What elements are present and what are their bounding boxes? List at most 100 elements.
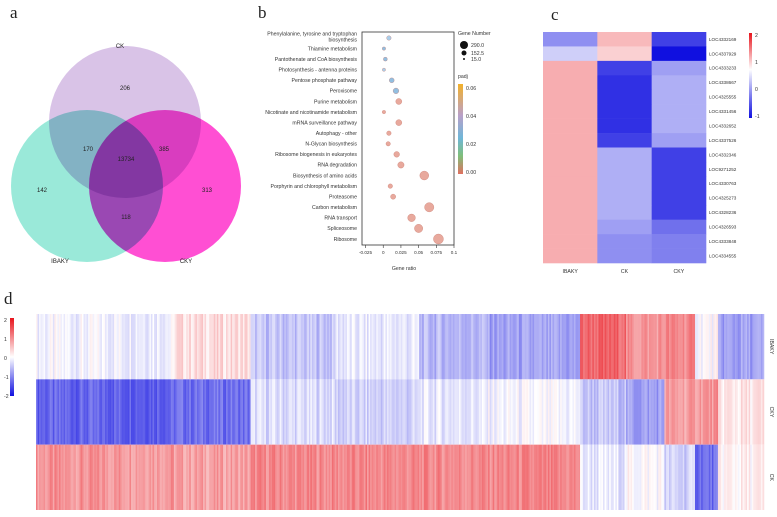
dot-plot-category-label: N-Glycan biosynthesis xyxy=(305,142,357,148)
sample-heatmap-cell xyxy=(428,379,431,445)
sample-heatmap-cell xyxy=(512,379,515,445)
sample-heatmap-cell xyxy=(466,314,469,380)
sample-heatmap-cell xyxy=(659,314,662,380)
sample-heatmap-cell xyxy=(451,379,454,445)
sample-heatmap-cell xyxy=(186,444,188,510)
sample-heatmap-cell xyxy=(382,314,385,380)
sample-heatmap-cell xyxy=(40,379,43,445)
sample-heatmap-cell xyxy=(682,379,685,445)
sample-heatmap-cell xyxy=(160,444,162,510)
sample-heatmap-cell xyxy=(48,379,51,445)
sample-heatmap-cell xyxy=(201,444,204,510)
sample-heatmap-cell xyxy=(754,444,757,510)
sample-heatmap-cell xyxy=(751,314,754,380)
sample-heatmap-cell xyxy=(537,379,539,445)
sample-heatmap-cell xyxy=(483,444,486,510)
sample-heatmap-cell xyxy=(708,314,711,380)
sample-heatmap-cell xyxy=(624,444,627,510)
sample-heatmap-cell xyxy=(357,444,360,510)
sample-heatmap-cell xyxy=(232,314,234,380)
sample-heatmap-cell xyxy=(491,444,493,510)
dot-plot-category-labels: Phenylalanine, tyrosine and tryptophanbi… xyxy=(265,32,357,243)
gene-heatmap-row-label: LOC4331456 xyxy=(709,109,737,114)
sample-heatmap-cell xyxy=(601,314,604,380)
sample-heatmap-cell xyxy=(163,314,165,380)
sample-heatmap-cell xyxy=(172,314,175,380)
sample-heatmap-cell xyxy=(655,314,657,380)
sample-heatmap-cell xyxy=(150,379,153,445)
sample-heatmap-cell xyxy=(481,379,484,445)
sample-heatmap-cell xyxy=(65,314,67,380)
sample-heatmap-cell xyxy=(701,314,703,380)
sample-heatmap-cell xyxy=(577,314,579,380)
sample-heatmap-cell xyxy=(88,314,90,380)
sample-heatmap-cell xyxy=(468,314,470,380)
sample-heatmap-cell xyxy=(714,379,717,445)
sample-heatmap-cell xyxy=(589,379,592,445)
sample-heatmap-cell xyxy=(653,379,656,445)
dot-plot-point xyxy=(393,151,400,158)
sample-heatmap-cell xyxy=(600,379,602,445)
sample-heatmap-cell xyxy=(486,444,489,510)
sample-heatmap-cell xyxy=(419,444,421,510)
gene-heatmap-row-label: LOC4337526 xyxy=(709,138,737,143)
sample-heatmap-cell xyxy=(379,314,382,380)
sample-heatmap-cell xyxy=(141,444,144,510)
sample-heatmap-cell xyxy=(678,314,680,380)
sample-heatmap-cell xyxy=(656,314,659,380)
dot-plot-x-label: Gene ratio xyxy=(392,266,416,272)
sample-heatmap-cell xyxy=(690,379,693,445)
sample-heatmap-cell xyxy=(108,444,110,510)
sample-heatmap-cell xyxy=(359,444,362,510)
sample-heatmap-cell xyxy=(428,444,431,510)
sample-heatmap-cell xyxy=(385,379,388,445)
sample-heatmap-cell xyxy=(554,379,556,445)
sample-heatmap-cell xyxy=(647,314,650,380)
sample-heatmap-cell xyxy=(252,314,254,380)
sample-heatmap-cell xyxy=(233,379,236,445)
sample-heatmap-cell xyxy=(132,379,135,445)
sample-heatmap-cell xyxy=(569,444,572,510)
sample-heatmap-cell xyxy=(629,444,631,510)
sample-heatmap-cell xyxy=(302,379,305,445)
sample-heatmap-cell xyxy=(578,379,581,445)
sample-heatmap-cell xyxy=(304,314,306,380)
sample-heatmap-cell xyxy=(451,444,454,510)
panel-letter-c: c xyxy=(551,5,559,24)
sample-heatmap-cell xyxy=(238,444,241,510)
sample-heatmap-cell xyxy=(480,314,483,380)
sample-heatmap-cell xyxy=(170,444,173,510)
sample-heatmap-cell xyxy=(670,314,673,380)
sample-heatmap-cell xyxy=(272,314,274,380)
sample-heatmap-cell xyxy=(170,314,173,380)
sample-heatmap-cell xyxy=(408,314,411,380)
sample-heatmap-cell xyxy=(547,444,550,510)
sample-heatmap-cell xyxy=(550,444,553,510)
sample-heatmap-cell xyxy=(462,444,464,510)
gene-heatmap-row-label: LOC4337929 xyxy=(709,51,737,56)
gene-heatmap-cell xyxy=(543,205,598,220)
gene-heatmap-cell xyxy=(543,104,598,119)
sample-heatmap-cell xyxy=(598,444,601,510)
gene-heatmap-cell xyxy=(543,32,598,47)
sample-heatmap-cell xyxy=(662,444,665,510)
dot-plot-point xyxy=(397,161,405,169)
sample-heatmap-cell xyxy=(118,314,121,380)
sample-heatmap-cell xyxy=(552,379,555,445)
sample-heatmap-cell xyxy=(112,379,115,445)
sample-heatmap-cell xyxy=(725,314,728,380)
sample-heatmap-cell xyxy=(183,444,185,510)
sample-heatmap-cell xyxy=(290,444,293,510)
sample-heatmap-cell xyxy=(58,379,61,445)
sample-heatmap-cell xyxy=(649,444,651,510)
sample-heatmap-cell xyxy=(221,379,224,445)
sample-heatmap-cell xyxy=(42,379,44,445)
sample-heatmap-cell xyxy=(403,444,406,510)
venn-count-all: 13734 xyxy=(118,157,135,163)
sample-heatmap-cell xyxy=(379,379,382,445)
sample-heatmap-cell xyxy=(725,444,728,510)
sample-heatmap-cell xyxy=(702,444,705,510)
sample-heatmap-cell xyxy=(682,444,685,510)
sample-heatmap-cell xyxy=(218,314,221,380)
sample-heatmap-cell xyxy=(546,444,549,510)
